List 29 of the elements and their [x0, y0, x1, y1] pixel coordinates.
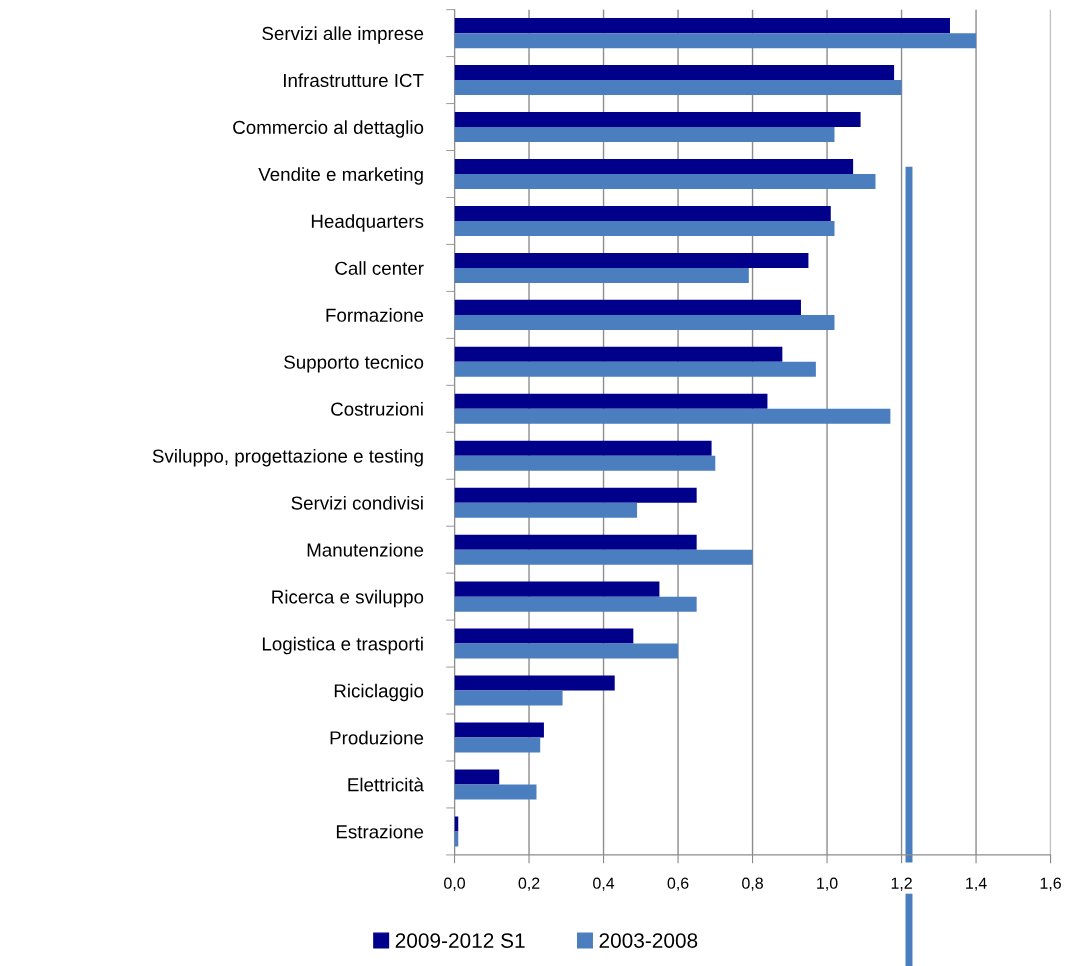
y-tick-label: Infrastrutture ICT — [284, 73, 424, 88]
y-tick-label: Riciclaggio — [334, 683, 424, 702]
y-tick-label: Servizi alle imprese — [262, 26, 424, 44]
x-tick-label: 1,0 — [817, 877, 838, 891]
y-tick-label: Call center — [335, 261, 424, 275]
y-tick-label: Supporto tecnico — [284, 355, 424, 373]
x-tick-label: 0,0 — [444, 877, 466, 891]
y-tick-label: Logistica e trasporti — [262, 636, 423, 655]
x-tick-label: 1,2 — [891, 877, 912, 891]
x-tick-label: 0,6 — [667, 877, 689, 891]
y-tick-label: Vendite e marketing — [258, 167, 423, 185]
x-tick-label: 0,2 — [518, 877, 540, 891]
y-tick-label: Manutenzione — [307, 542, 424, 557]
y-tick-label: Formazione — [326, 308, 424, 322]
y-tick-label: Ricerca e sviluppo — [272, 589, 424, 608]
y-tick-label: Costruzioni — [331, 402, 423, 416]
y-tick-label: Produzione — [330, 730, 424, 745]
y-tick-label: Commercio al dettaglio — [233, 120, 424, 138]
y-tick-label: Servizi condivisi — [291, 495, 423, 510]
legend-label: 2009-2012 S1 — [395, 933, 525, 948]
y-tick-label: Sviluppo, progettazione e testing — [152, 448, 423, 467]
y-tick-label: Estrazione — [336, 824, 424, 839]
y-tick-label: Headquarters — [311, 214, 424, 232]
x-tick-label: 0,8 — [742, 877, 763, 891]
x-tick-label: 1,6 — [1040, 877, 1061, 891]
x-tick-label: 1,4 — [966, 877, 987, 891]
y-tick-label: Elettricità — [348, 777, 424, 792]
x-tick-label: 0,4 — [593, 877, 615, 891]
legend-label: 2003-2008 — [599, 933, 698, 948]
